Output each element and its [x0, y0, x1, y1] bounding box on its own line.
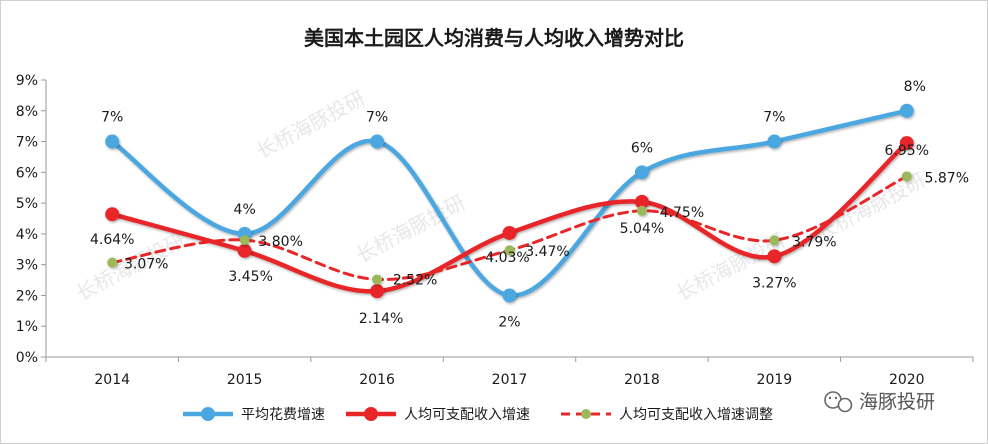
watermark-text: 长桥海豚投研 [352, 190, 469, 268]
data-point [634, 194, 649, 209]
data-label: 7% [763, 110, 785, 126]
x-tick-label: 2020 [889, 372, 925, 388]
data-point [901, 171, 912, 182]
data-point [372, 274, 383, 285]
y-tick-label: 1% [16, 319, 38, 335]
series-disposable-income-growth-adjusted [107, 171, 912, 285]
data-label: 3.27% [752, 275, 796, 291]
x-tick-label: 2015 [227, 372, 263, 388]
data-point [237, 243, 252, 258]
data-point [105, 134, 120, 149]
y-tick-label: 0% [16, 350, 38, 366]
x-tick-label: 2014 [94, 372, 130, 388]
data-label: 5.04% [620, 221, 664, 237]
data-point [502, 225, 517, 240]
data-label: 2.52% [393, 272, 437, 288]
y-tick-label: 7% [16, 135, 38, 151]
y-tick-label: 6% [16, 165, 38, 181]
data-point [767, 249, 782, 264]
data-point [636, 205, 647, 216]
axes: 0% 1% 2% 3% 4% 5% 6% 7% 8% 9% 2014 2015 2016 2017 2018… [16, 73, 974, 388]
data-label: 4.03% [485, 250, 529, 266]
legend-marker [581, 409, 591, 419]
data-label: 8% [904, 79, 926, 95]
x-tick-label: 2017 [492, 372, 528, 388]
x-tick-label: 2016 [359, 372, 395, 388]
data-label: 6% [631, 140, 653, 156]
legend: 平均花费增速 人均可支配收入增速 人均可支配收入增速调整 [183, 407, 773, 423]
data-point [105, 207, 120, 222]
data-label: 6.95% [885, 143, 929, 159]
brand: 海豚投研 [824, 391, 935, 413]
legend-item-disposable-income-growth: 人均可支配收入增速 [346, 407, 530, 423]
data-label: 3.47% [525, 244, 569, 260]
y-tick-label: 4% [16, 227, 38, 243]
legend-item-disposable-income-growth-adjusted: 人均可支配收入增速调整 [561, 407, 773, 423]
wechat-icon [824, 391, 853, 413]
chart-title: 美国本土园区人均消费与人均收入增势对比 [304, 26, 684, 50]
y-tick-label: 2% [16, 288, 38, 304]
data-label: 7% [101, 110, 123, 126]
data-label: 3.07% [124, 257, 168, 273]
x-tick-label: 2019 [757, 372, 793, 388]
data-point [767, 134, 782, 149]
legend-label: 人均可支配收入增速 [404, 407, 530, 423]
data-point [634, 165, 649, 180]
data-label: 3.45% [228, 269, 272, 285]
y-tick-label: 8% [16, 104, 38, 120]
data-point [370, 134, 385, 149]
data-label: 4% [234, 202, 256, 218]
brand-name: 海豚投研 [859, 391, 935, 413]
y-tick-label: 9% [16, 73, 38, 89]
legend-label: 平均花费增速 [241, 407, 325, 423]
data-point [899, 136, 914, 151]
legend-item-avg-spending-growth: 平均花费增速 [183, 407, 325, 423]
data-label: 2% [498, 314, 520, 330]
legend-marker [364, 407, 378, 421]
data-point [502, 288, 517, 303]
data-point [107, 257, 118, 268]
data-labels: 7% 4% 7% 2% 6% 7% 8% 4.64% 3.45% 2.14% 4.03% 5.04% 3… [90, 79, 969, 331]
data-label: 3.80% [258, 234, 302, 250]
data-point [769, 235, 780, 246]
data-label: 5.87% [925, 170, 969, 186]
data-point [370, 284, 385, 299]
series-avg-spending-growth [105, 103, 914, 303]
legend-label: 人均可支配收入增速调整 [619, 407, 773, 423]
series-disposable-income-growth [105, 136, 914, 299]
data-label: 4.64% [90, 232, 134, 248]
series-layer [105, 103, 914, 303]
data-label: 4.75% [660, 205, 704, 221]
data-point [504, 245, 515, 256]
data-label: 2.14% [359, 311, 403, 327]
legend-marker [201, 407, 215, 421]
data-label: 7% [366, 110, 388, 126]
watermark-text: 长桥海豚投研 [252, 86, 369, 164]
data-point [899, 103, 914, 118]
x-tick-label: 2018 [624, 372, 660, 388]
y-tick-label: 3% [16, 258, 38, 274]
data-label: 3.79% [792, 234, 836, 250]
data-point [239, 235, 250, 246]
y-tick-label: 5% [16, 196, 38, 212]
